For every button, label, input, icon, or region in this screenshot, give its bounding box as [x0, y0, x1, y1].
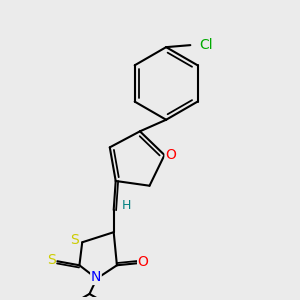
Text: O: O [138, 256, 148, 269]
Text: H: H [122, 200, 131, 212]
Text: S: S [70, 233, 79, 247]
Text: Cl: Cl [199, 38, 213, 52]
Text: N: N [91, 270, 101, 284]
Text: O: O [165, 148, 176, 162]
Text: S: S [47, 254, 56, 267]
